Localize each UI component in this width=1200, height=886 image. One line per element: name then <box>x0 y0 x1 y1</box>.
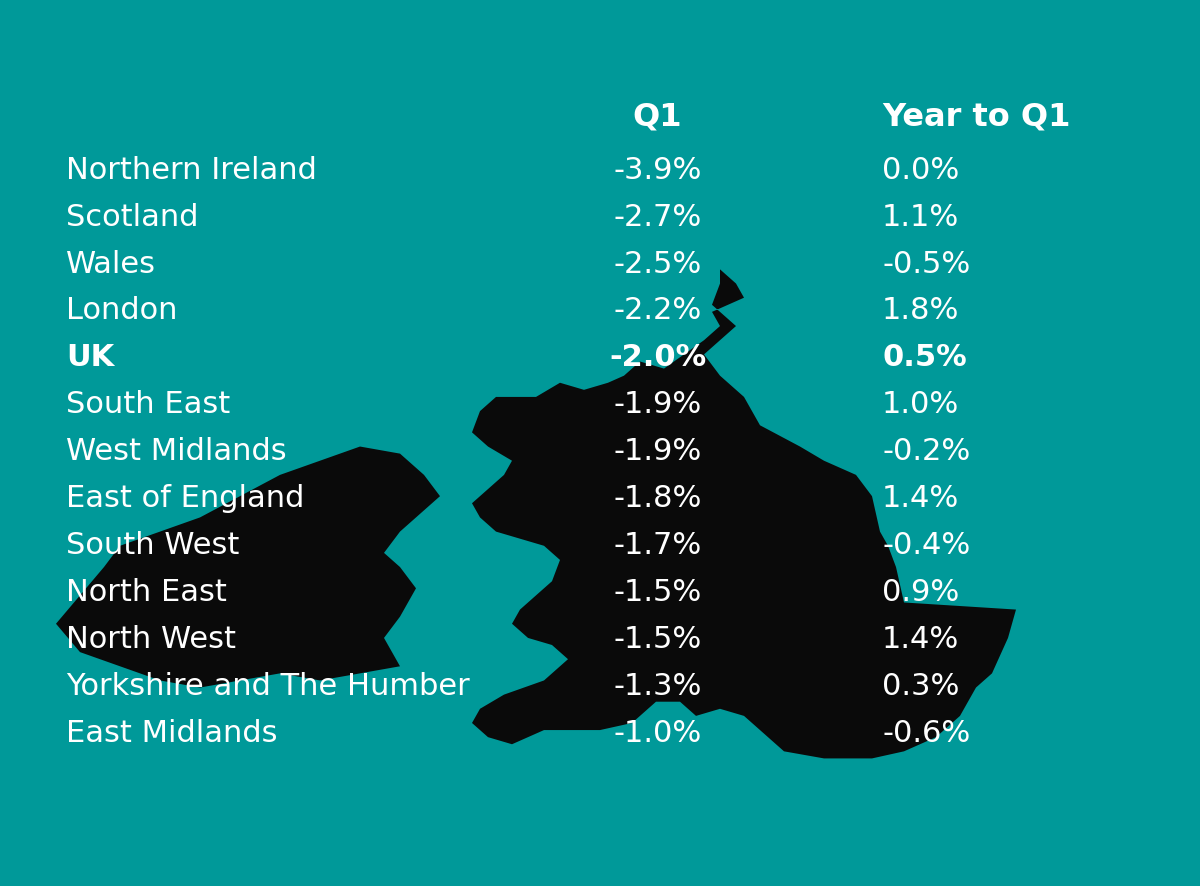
Text: North East: North East <box>66 579 227 607</box>
Text: East of England: East of England <box>66 485 305 513</box>
Text: 0.9%: 0.9% <box>882 579 959 607</box>
Text: -0.4%: -0.4% <box>882 532 971 560</box>
Polygon shape <box>472 269 1016 758</box>
Text: 0.3%: 0.3% <box>882 672 959 701</box>
Text: -2.7%: -2.7% <box>613 203 702 231</box>
Text: -2.5%: -2.5% <box>613 250 702 278</box>
Text: UK: UK <box>66 344 114 372</box>
Text: -1.3%: -1.3% <box>613 672 702 701</box>
Text: -2.2%: -2.2% <box>613 297 702 325</box>
Text: -0.5%: -0.5% <box>882 250 971 278</box>
Text: 0.5%: 0.5% <box>882 344 967 372</box>
Text: London: London <box>66 297 178 325</box>
Text: 1.8%: 1.8% <box>882 297 959 325</box>
Text: -1.0%: -1.0% <box>613 719 702 748</box>
Text: Northern Ireland: Northern Ireland <box>66 156 317 184</box>
Text: South East: South East <box>66 391 230 419</box>
Text: Yorkshire and The Humber: Yorkshire and The Humber <box>66 672 469 701</box>
Text: 1.4%: 1.4% <box>882 626 959 654</box>
Text: -1.9%: -1.9% <box>613 438 702 466</box>
Text: -1.5%: -1.5% <box>613 626 702 654</box>
Text: -1.7%: -1.7% <box>613 532 702 560</box>
Text: Wales: Wales <box>66 250 156 278</box>
Text: 1.4%: 1.4% <box>882 485 959 513</box>
Text: East Midlands: East Midlands <box>66 719 277 748</box>
Text: 1.1%: 1.1% <box>882 203 959 231</box>
Polygon shape <box>56 447 440 688</box>
Text: 0.0%: 0.0% <box>882 156 959 184</box>
Text: -0.6%: -0.6% <box>882 719 971 748</box>
Text: South West: South West <box>66 532 239 560</box>
Text: -1.5%: -1.5% <box>613 579 702 607</box>
Text: Scotland: Scotland <box>66 203 198 231</box>
Text: 1.0%: 1.0% <box>882 391 959 419</box>
Text: -1.8%: -1.8% <box>613 485 702 513</box>
Text: Year to Q1: Year to Q1 <box>882 102 1070 132</box>
Text: North West: North West <box>66 626 236 654</box>
Text: -0.2%: -0.2% <box>882 438 971 466</box>
Text: -1.9%: -1.9% <box>613 391 702 419</box>
Text: Q1: Q1 <box>632 102 683 132</box>
Text: -2.0%: -2.0% <box>608 344 707 372</box>
Text: -3.9%: -3.9% <box>613 156 702 184</box>
Text: West Midlands: West Midlands <box>66 438 287 466</box>
